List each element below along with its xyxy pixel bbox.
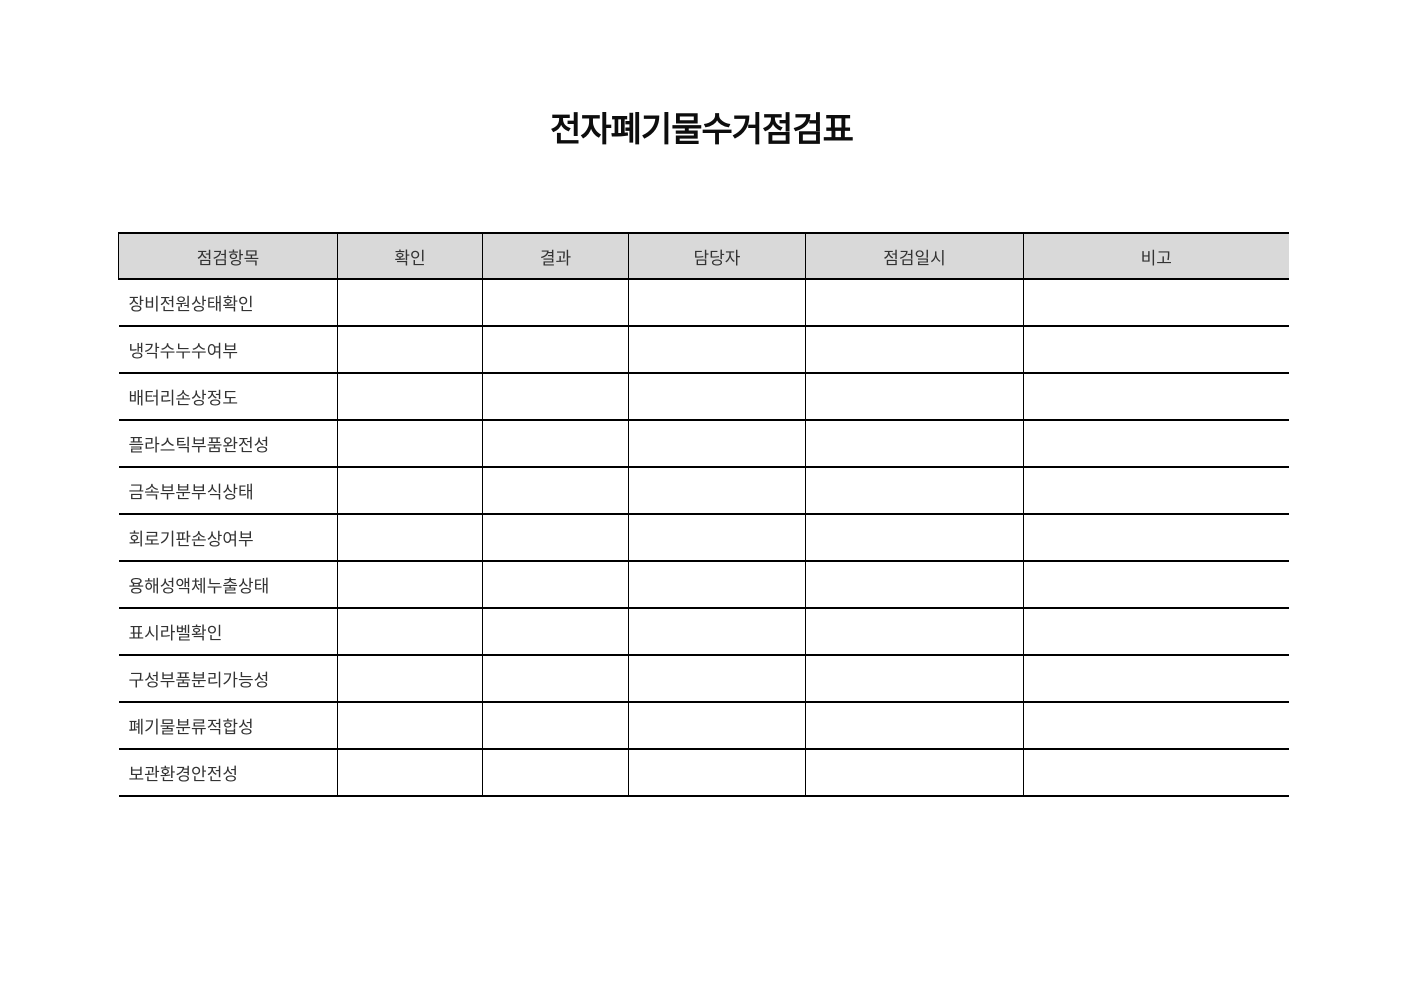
cell-datetime	[805, 279, 1024, 327]
cell-note	[1023, 514, 1289, 562]
cell-datetime	[805, 655, 1024, 703]
cell-item: 배터리손상정도	[118, 373, 338, 421]
cell-result	[482, 326, 629, 374]
cell-item: 회로기판손상여부	[118, 514, 338, 562]
cell-result	[482, 373, 629, 421]
cell-manager	[628, 749, 806, 797]
cell-result	[482, 467, 629, 515]
cell-item: 냉각수누수여부	[118, 326, 338, 374]
cell-note	[1023, 561, 1289, 609]
table-row: 폐기물분류적합성	[118, 702, 1289, 750]
cell-manager	[628, 467, 806, 515]
cell-result	[482, 655, 629, 703]
cell-check	[337, 279, 483, 327]
cell-check	[337, 608, 483, 656]
cell-check	[337, 561, 483, 609]
header-cell-note: 비고	[1023, 232, 1289, 280]
cell-manager	[628, 702, 806, 750]
table-row: 표시라벨확인	[118, 608, 1289, 656]
cell-datetime	[805, 373, 1024, 421]
cell-datetime	[805, 561, 1024, 609]
header-cell-manager: 담당자	[628, 232, 806, 280]
cell-check	[337, 749, 483, 797]
table-row: 보관환경안전성	[118, 749, 1289, 797]
cell-check	[337, 655, 483, 703]
cell-manager	[628, 608, 806, 656]
cell-note	[1023, 373, 1289, 421]
cell-manager	[628, 561, 806, 609]
cell-manager	[628, 420, 806, 468]
cell-result	[482, 514, 629, 562]
cell-datetime	[805, 749, 1024, 797]
cell-item: 용해성액체누출상태	[118, 561, 338, 609]
table-row: 회로기판손상여부	[118, 514, 1289, 562]
cell-datetime	[805, 702, 1024, 750]
cell-item: 보관환경안전성	[118, 749, 338, 797]
cell-item: 구성부품분리가능성	[118, 655, 338, 703]
cell-datetime	[805, 326, 1024, 374]
table-row: 배터리손상정도	[118, 373, 1289, 421]
cell-result	[482, 608, 629, 656]
cell-datetime	[805, 467, 1024, 515]
cell-item: 금속부분부식상태	[118, 467, 338, 515]
cell-note	[1023, 608, 1289, 656]
cell-note	[1023, 279, 1289, 327]
cell-result	[482, 561, 629, 609]
cell-note	[1023, 749, 1289, 797]
header-cell-result: 결과	[482, 232, 629, 280]
cell-manager	[628, 655, 806, 703]
checklist-table: 점검항목 확인 결과 담당자 점검일시 비고 장비전원상태확인 냉각수누수여부 배터리손상정도…	[118, 232, 1289, 797]
cell-datetime	[805, 420, 1024, 468]
page-title: 전자폐기물수거점검표	[550, 111, 854, 149]
header-cell-datetime: 점검일시	[805, 232, 1024, 280]
cell-check	[337, 467, 483, 515]
header-cell-item: 점검항목	[118, 232, 338, 280]
cell-note	[1023, 467, 1289, 515]
cell-result	[482, 420, 629, 468]
table-row: 플라스틱부품완전성	[118, 420, 1289, 468]
cell-note	[1023, 655, 1289, 703]
table-row: 냉각수누수여부	[118, 326, 1289, 374]
cell-manager	[628, 326, 806, 374]
cell-note	[1023, 420, 1289, 468]
cell-item: 장비전원상태확인	[118, 279, 338, 327]
table-row: 장비전원상태확인	[118, 279, 1289, 327]
cell-check	[337, 420, 483, 468]
table-header-row: 점검항목 확인 결과 담당자 점검일시 비고	[118, 232, 1289, 280]
cell-datetime	[805, 514, 1024, 562]
header-cell-check: 확인	[337, 232, 483, 280]
cell-result	[482, 702, 629, 750]
cell-note	[1023, 702, 1289, 750]
cell-check	[337, 514, 483, 562]
cell-item: 폐기물분류적합성	[118, 702, 338, 750]
cell-note	[1023, 326, 1289, 374]
cell-manager	[628, 514, 806, 562]
table-row: 금속부분부식상태	[118, 467, 1289, 515]
cell-item: 플라스틱부품완전성	[118, 420, 338, 468]
cell-manager	[628, 279, 806, 327]
table-body: 장비전원상태확인 냉각수누수여부 배터리손상정도 플라스틱부품완전성 금속부분부식상태 회…	[118, 279, 1289, 797]
cell-item: 표시라벨확인	[118, 608, 338, 656]
cell-check	[337, 326, 483, 374]
cell-check	[337, 373, 483, 421]
table-row: 용해성액체누출상태	[118, 561, 1289, 609]
cell-manager	[628, 373, 806, 421]
cell-datetime	[805, 608, 1024, 656]
cell-result	[482, 279, 629, 327]
table-row: 구성부품분리가능성	[118, 655, 1289, 703]
cell-result	[482, 749, 629, 797]
cell-check	[337, 702, 483, 750]
